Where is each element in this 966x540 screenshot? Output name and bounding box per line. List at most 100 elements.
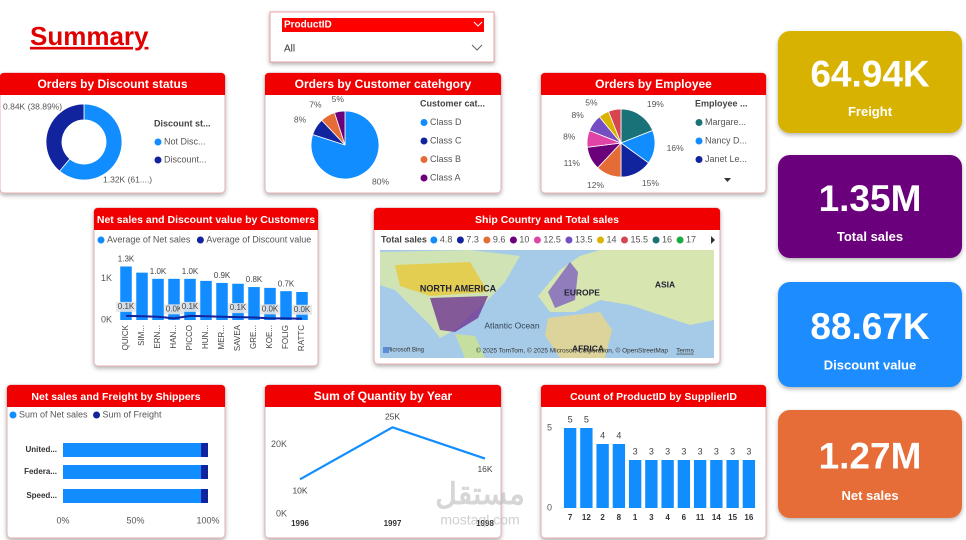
land: [455, 334, 485, 358]
bar: [136, 272, 148, 320]
label-bg: [228, 303, 248, 314]
legend-label: 10: [519, 234, 529, 244]
bar: [201, 443, 208, 457]
legend-swatch: [695, 119, 703, 126]
x-tick-label: 3: [649, 513, 654, 522]
pie-slice: [45, 103, 85, 172]
legend-swatch: [621, 236, 628, 244]
scroll-arrow: [711, 236, 715, 244]
data-label: 8%: [294, 115, 307, 125]
bar: [677, 460, 691, 508]
legend-label: Average of Net sales: [107, 234, 191, 244]
legend-swatch: [430, 236, 438, 244]
data-label: 15%: [642, 178, 659, 188]
panel-header: [541, 385, 766, 407]
kpi-card: [778, 31, 962, 133]
pie-slice: [310, 110, 380, 180]
data-label: 5%: [585, 98, 598, 108]
data-label: 3: [698, 446, 703, 456]
legend-swatch: [695, 156, 703, 163]
pie-slice: [607, 108, 622, 144]
slicer-header: [282, 18, 484, 32]
panel-title: Sum of Quantity by Year: [314, 389, 453, 403]
pie-slice: [59, 103, 123, 181]
slicer-title: ProductID: [284, 20, 332, 31]
legend-swatch: [596, 236, 604, 244]
bar: [232, 283, 244, 320]
data-label: 4: [616, 430, 621, 440]
label-bg: [116, 301, 136, 312]
legend-label: Class B: [430, 154, 461, 164]
y-tick-label: 20K: [271, 439, 287, 449]
data-label: 12%: [587, 180, 604, 190]
data-label: 1.3K: [118, 255, 135, 264]
x-tick-label: 7: [568, 513, 573, 522]
legend-title: Discount st...: [154, 118, 211, 128]
y-tick-label: 0K: [276, 508, 287, 518]
data-label: 3: [633, 446, 638, 456]
bar: [200, 280, 212, 320]
data-label: 16K: [477, 464, 492, 474]
kpi-label: Freight: [848, 104, 893, 119]
legend-label: 14: [606, 234, 616, 244]
legend-label: Sum of Freight: [103, 409, 163, 419]
bar: [710, 460, 723, 508]
bar: [216, 282, 228, 320]
watermark: mostaql.com: [440, 512, 519, 528]
legend-label: 4.8: [440, 234, 453, 244]
data-label: 3: [746, 446, 751, 456]
kpi-label: Net sales: [841, 488, 898, 503]
x-tick-label: 14: [712, 513, 721, 522]
slicer-value[interactable]: All: [284, 44, 295, 55]
bar: [63, 465, 202, 479]
data-label: 5: [584, 414, 589, 424]
x-tick-label: 11: [696, 513, 705, 522]
chevron: [471, 44, 483, 51]
legend-label: 17: [686, 234, 696, 244]
x-tick-label: 2: [600, 513, 605, 522]
watermark: مستقل: [435, 478, 525, 511]
pie-slice: [620, 108, 654, 144]
panel-header: [265, 385, 501, 407]
panel-header: [94, 208, 318, 230]
panel-header: [265, 73, 501, 95]
label-bg: [260, 304, 280, 315]
legend-swatch: [9, 411, 17, 419]
data-label: 25K: [385, 412, 400, 422]
legend-swatch: [196, 236, 204, 244]
bing-logo: [383, 347, 389, 353]
kpi-card: [778, 410, 962, 518]
bar: [596, 444, 609, 508]
legend-swatch: [509, 236, 517, 244]
bar: [184, 278, 196, 320]
legend-swatch: [97, 236, 105, 244]
slicer[interactable]: ProductID All: [269, 11, 495, 63]
land: [548, 262, 578, 308]
panel-header: [0, 73, 225, 95]
data-label: 0.0K: [294, 305, 311, 314]
data-label: 3: [730, 446, 735, 456]
data-label: 7%: [309, 100, 322, 110]
x-tick-label: 16: [744, 513, 753, 522]
panel-title: Net sales and Discount value by Customer…: [97, 214, 315, 226]
x-tick-label: 100%: [196, 515, 219, 525]
x-tick-label: MER...: [217, 325, 226, 349]
y-tick-label: 1K: [101, 273, 112, 283]
bar: [63, 443, 202, 457]
x-tick-label: PICCO: [185, 325, 194, 350]
kpi-value: 1.35M: [819, 178, 922, 219]
x-tick-label: SAVEA: [233, 324, 242, 351]
x-tick-label: SIM...: [137, 325, 146, 346]
pie-slice: [333, 110, 346, 146]
panel-title: Orders by Customer catehgory: [295, 77, 472, 91]
bar: [264, 287, 276, 320]
data-label: 8%: [571, 110, 584, 120]
x-tick-label: 6: [682, 513, 687, 522]
bar: [661, 460, 674, 508]
bar: [120, 266, 132, 320]
data-label: 0.8K: [246, 275, 263, 284]
legend-swatch: [652, 236, 660, 244]
x-tick-label: RATTC: [297, 325, 306, 351]
data-label: 0.1K: [118, 302, 135, 311]
data-label: 0.1K: [182, 302, 199, 311]
